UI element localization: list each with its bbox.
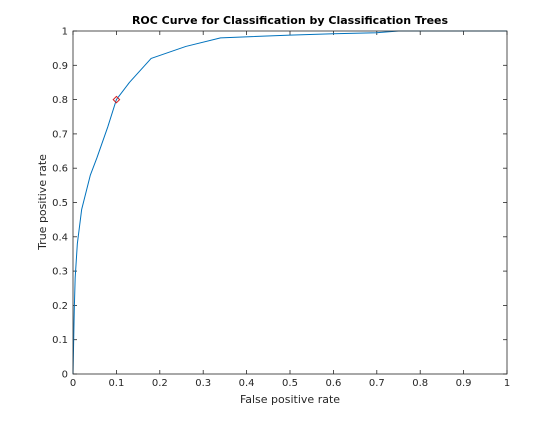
axes-box: [72, 30, 508, 375]
x-axis-title: False positive rate: [240, 393, 340, 406]
y-tick-label: 0: [62, 370, 68, 381]
x-tick-label: 0.1: [108, 378, 124, 389]
x-tick-label: 0.4: [239, 378, 255, 389]
y-tick-label: 0.9: [52, 61, 68, 72]
y-tick-label: 0.4: [52, 232, 68, 243]
x-tick-label: 0.7: [369, 378, 385, 389]
y-tick-label: 1: [62, 27, 68, 38]
y-tick-label: 0.1: [52, 335, 68, 346]
operating-point-marker: [112, 95, 121, 104]
chart-title: ROC Curve for Classification by Classifi…: [132, 14, 449, 27]
x-tick-label: 0.8: [412, 378, 428, 389]
y-tick-label: 0.8: [52, 95, 68, 106]
x-tick-label: 0.6: [325, 378, 341, 389]
roc-curve-line: [72, 30, 507, 375]
plot-area: [73, 31, 507, 374]
x-tick-label: 0.9: [456, 378, 472, 389]
y-axis-title: True positive rate: [36, 154, 49, 251]
y-tick-label: 0.5: [52, 198, 68, 209]
x-tick-label: 0.2: [152, 378, 168, 389]
y-tick-label: 0.7: [52, 129, 68, 140]
y-tick-label: 0.3: [52, 267, 68, 278]
y-tick-label: 0.2: [52, 301, 68, 312]
y-tick-label: 0.6: [52, 164, 68, 175]
tick-labels-layer: 0 0.1 0.2 0.3 0.4 0.5 0.6 0.7 0.8 0.9 1 0 0.1 0.2 0.3 0…: [52, 27, 510, 390]
x-tick-label: 0: [70, 378, 76, 389]
x-tick-label: 0.3: [195, 378, 211, 389]
x-tick-label: 1: [504, 378, 510, 389]
x-tick-label: 0.5: [282, 378, 298, 389]
series-layer: [72, 30, 507, 375]
